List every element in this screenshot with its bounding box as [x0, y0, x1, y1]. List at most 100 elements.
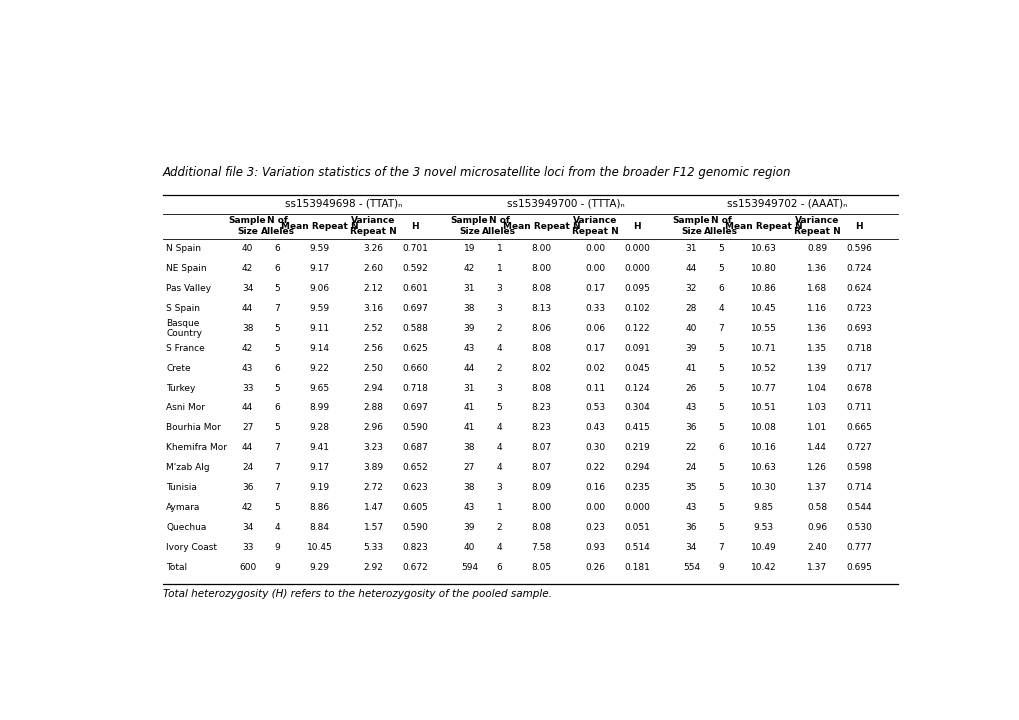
Text: S Spain: S Spain	[166, 304, 200, 313]
Text: 7: 7	[274, 444, 280, 452]
Text: 24: 24	[242, 463, 253, 472]
Text: 6: 6	[274, 403, 280, 413]
Text: 0.601: 0.601	[401, 284, 428, 293]
Text: 42: 42	[464, 264, 475, 273]
Text: 6: 6	[274, 364, 280, 373]
Text: 2.60: 2.60	[363, 264, 383, 273]
Text: 5: 5	[274, 324, 280, 333]
Text: 44: 44	[242, 403, 253, 413]
Text: 554: 554	[682, 562, 699, 572]
Text: 1.16: 1.16	[806, 304, 826, 313]
Text: ss153949698 - (TTAT)ₙ: ss153949698 - (TTAT)ₙ	[284, 199, 401, 209]
Text: 0.697: 0.697	[401, 304, 428, 313]
Text: 9: 9	[274, 562, 280, 572]
Text: Pas Valley: Pas Valley	[166, 284, 211, 293]
Text: 27: 27	[242, 423, 253, 432]
Text: 0.687: 0.687	[401, 444, 428, 452]
Text: 34: 34	[242, 523, 253, 532]
Text: 0.93: 0.93	[585, 543, 605, 552]
Text: 8.09: 8.09	[531, 483, 551, 492]
Text: 44: 44	[242, 304, 253, 313]
Text: Turkey: Turkey	[166, 384, 196, 392]
Text: 3.23: 3.23	[363, 444, 383, 452]
Text: 0.00: 0.00	[585, 264, 605, 273]
Text: 8.07: 8.07	[531, 444, 551, 452]
Text: 5: 5	[274, 384, 280, 392]
Text: 5: 5	[717, 264, 723, 273]
Text: 0.623: 0.623	[401, 483, 428, 492]
Text: 42: 42	[242, 343, 253, 353]
Text: 1: 1	[496, 244, 501, 253]
Text: Variance
Repeat N: Variance Repeat N	[350, 217, 396, 236]
Text: 0.693: 0.693	[845, 324, 871, 333]
Text: 41: 41	[464, 403, 475, 413]
Text: 0.695: 0.695	[845, 562, 871, 572]
Text: 5: 5	[717, 403, 723, 413]
Text: 0.723: 0.723	[845, 304, 871, 313]
Text: 0.000: 0.000	[624, 503, 649, 512]
Text: 1.44: 1.44	[806, 444, 826, 452]
Text: Sample
Size: Sample Size	[450, 217, 488, 236]
Text: 1.36: 1.36	[806, 324, 826, 333]
Text: 1.04: 1.04	[806, 384, 826, 392]
Text: 0.000: 0.000	[624, 264, 649, 273]
Text: 2.92: 2.92	[363, 562, 383, 572]
Text: H: H	[633, 222, 640, 230]
Text: 9.59: 9.59	[310, 304, 329, 313]
Text: N of
Alleles: N of Alleles	[703, 217, 738, 236]
Text: 41: 41	[464, 423, 475, 432]
Text: 33: 33	[242, 543, 253, 552]
Text: 4: 4	[496, 543, 501, 552]
Text: 8.08: 8.08	[531, 343, 551, 353]
Text: 5: 5	[717, 463, 723, 472]
Text: Khemifra Mor: Khemifra Mor	[166, 444, 227, 452]
Text: 28: 28	[685, 304, 696, 313]
Text: 0.045: 0.045	[624, 364, 649, 373]
Text: 0.294: 0.294	[624, 463, 649, 472]
Text: 0.592: 0.592	[401, 264, 428, 273]
Text: 2.40: 2.40	[806, 543, 826, 552]
Text: 0.102: 0.102	[624, 304, 649, 313]
Text: 594: 594	[461, 562, 478, 572]
Text: 5: 5	[717, 523, 723, 532]
Text: 31: 31	[464, 284, 475, 293]
Text: 0.304: 0.304	[624, 403, 649, 413]
Text: 2.94: 2.94	[363, 384, 383, 392]
Text: 0.091: 0.091	[624, 343, 649, 353]
Text: 1: 1	[496, 503, 501, 512]
Text: 1: 1	[496, 264, 501, 273]
Text: 5: 5	[717, 244, 723, 253]
Text: Mean Repeat N: Mean Repeat N	[280, 222, 359, 230]
Text: 9.59: 9.59	[310, 244, 329, 253]
Text: 5.33: 5.33	[363, 543, 383, 552]
Text: 9.28: 9.28	[310, 423, 329, 432]
Text: 1.37: 1.37	[806, 483, 826, 492]
Text: Asni Mor: Asni Mor	[166, 403, 205, 413]
Text: 7: 7	[274, 463, 280, 472]
Text: 7: 7	[274, 304, 280, 313]
Text: 5: 5	[717, 343, 723, 353]
Text: Sample
Size: Sample Size	[672, 217, 709, 236]
Text: 8.06: 8.06	[531, 324, 551, 333]
Text: 2.72: 2.72	[363, 483, 383, 492]
Text: Total: Total	[166, 562, 187, 572]
Text: 8.86: 8.86	[310, 503, 329, 512]
Text: 6: 6	[717, 444, 723, 452]
Text: M'zab Alg: M'zab Alg	[166, 463, 210, 472]
Text: 1.26: 1.26	[806, 463, 826, 472]
Text: 3: 3	[496, 284, 501, 293]
Text: 0.181: 0.181	[624, 562, 649, 572]
Text: 0.219: 0.219	[624, 444, 649, 452]
Text: N of
Alleles: N of Alleles	[482, 217, 516, 236]
Text: H: H	[411, 222, 419, 230]
Text: 40: 40	[242, 244, 253, 253]
Text: 6: 6	[274, 244, 280, 253]
Text: Tunisia: Tunisia	[166, 483, 197, 492]
Text: 0.051: 0.051	[624, 523, 649, 532]
Text: 44: 44	[242, 444, 253, 452]
Text: 0.00: 0.00	[585, 244, 605, 253]
Text: 19: 19	[464, 244, 475, 253]
Text: 3: 3	[496, 384, 501, 392]
Text: 9.17: 9.17	[310, 264, 329, 273]
Text: 43: 43	[685, 503, 696, 512]
